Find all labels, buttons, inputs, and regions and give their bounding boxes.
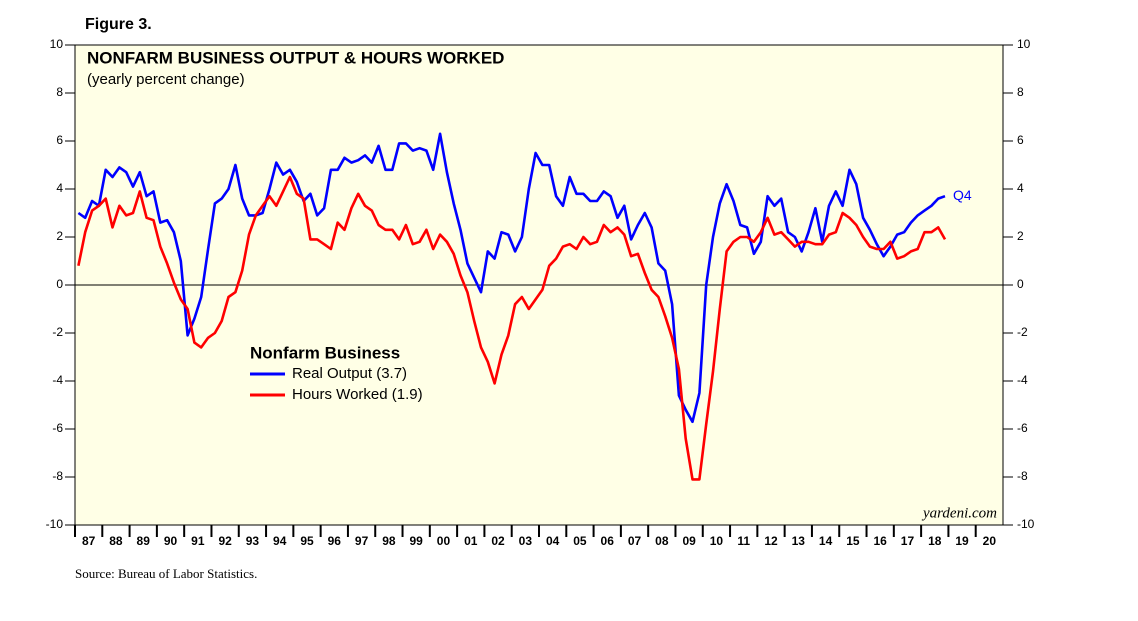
x-tick-label: 14	[819, 534, 833, 548]
x-tick-label: 94	[273, 534, 287, 548]
legend-label: Real Output (3.7)	[292, 365, 407, 382]
y-tick-label: -8	[52, 469, 63, 483]
y2-tick-label: 8	[1017, 85, 1024, 99]
x-tick-label: 99	[409, 534, 423, 548]
y-tick-label: -2	[52, 325, 63, 339]
x-tick-label: 08	[655, 534, 669, 548]
x-tick-label: 13	[792, 534, 806, 548]
y-tick-label: 6	[56, 133, 63, 147]
y2-tick-label: -2	[1017, 325, 1028, 339]
x-tick-label: 00	[437, 534, 451, 548]
y-tick-label: -4	[52, 373, 63, 387]
chart-title: NONFARM BUSINESS OUTPUT & HOURS WORKED	[87, 48, 504, 67]
legend-label: Hours Worked (1.9)	[292, 386, 423, 403]
x-tick-label: 10	[710, 534, 724, 548]
y-tick-label: -6	[52, 421, 63, 435]
x-tick-label: 95	[300, 534, 314, 548]
y2-tick-label: -10	[1017, 517, 1035, 531]
y2-tick-label: 6	[1017, 133, 1024, 147]
chart-subtitle: (yearly percent change)	[87, 71, 245, 88]
x-tick-label: 05	[573, 534, 587, 548]
y-tick-label: 2	[56, 229, 63, 243]
y2-tick-label: -8	[1017, 469, 1028, 483]
y2-tick-label: 10	[1017, 37, 1031, 51]
x-tick-label: 11	[737, 534, 750, 548]
x-tick-label: 03	[519, 534, 533, 548]
y-tick-label: 8	[56, 85, 63, 99]
x-tick-label: 91	[191, 534, 205, 548]
x-tick-label: 89	[137, 534, 151, 548]
y2-tick-label: -6	[1017, 421, 1028, 435]
x-tick-label: 87	[82, 534, 96, 548]
watermark: yardeni.com	[921, 505, 997, 521]
x-tick-label: 98	[382, 534, 396, 548]
x-tick-label: 96	[328, 534, 342, 548]
x-tick-label: 12	[764, 534, 778, 548]
y2-tick-label: 0	[1017, 277, 1024, 291]
x-tick-label: 92	[218, 534, 232, 548]
annotation: Q4	[953, 187, 972, 203]
x-tick-label: 19	[955, 534, 969, 548]
x-tick-label: 15	[846, 534, 860, 548]
x-tick-label: 20	[983, 534, 997, 548]
x-tick-label: 01	[464, 534, 478, 548]
y2-tick-label: 4	[1017, 181, 1024, 195]
legend-title: Nonfarm Business	[250, 343, 400, 362]
series-line	[77, 132, 946, 424]
x-tick-label: 17	[901, 534, 915, 548]
y2-tick-label: -4	[1017, 373, 1028, 387]
series-line	[77, 175, 947, 481]
x-tick-label: 04	[546, 534, 560, 548]
y-tick-label: -10	[46, 517, 64, 531]
x-tick-label: 07	[628, 534, 642, 548]
x-tick-label: 09	[682, 534, 696, 548]
x-tick-label: 06	[601, 534, 615, 548]
x-tick-label: 16	[873, 534, 887, 548]
x-tick-label: 18	[928, 534, 942, 548]
x-tick-label: 02	[491, 534, 505, 548]
figure-label: Figure 3.	[85, 16, 152, 33]
y-tick-label: 0	[56, 277, 63, 291]
source-note: Source: Bureau of Labor Statistics.	[75, 566, 257, 581]
x-tick-label: 90	[164, 534, 178, 548]
x-tick-label: 97	[355, 534, 369, 548]
y-tick-label: 10	[50, 37, 64, 51]
y2-tick-label: 2	[1017, 229, 1024, 243]
y-tick-label: 4	[56, 181, 63, 195]
x-tick-label: 93	[246, 534, 260, 548]
x-tick-label: 88	[109, 534, 123, 548]
